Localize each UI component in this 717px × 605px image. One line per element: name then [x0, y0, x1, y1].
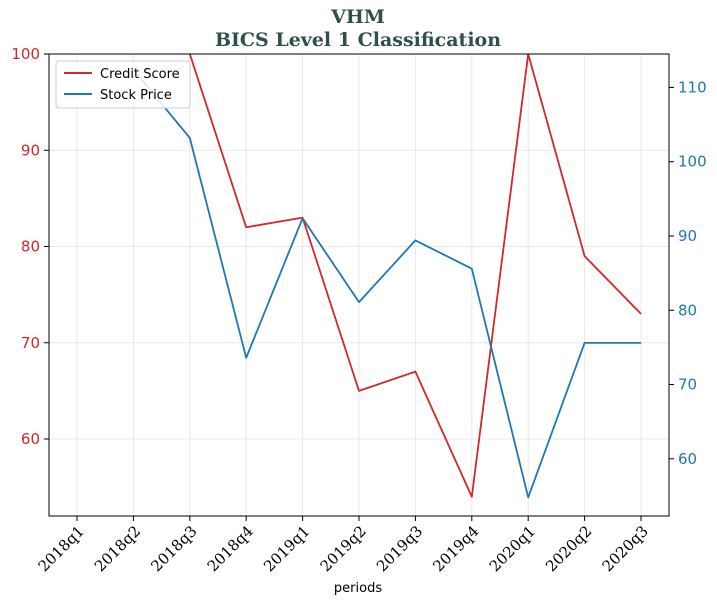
- x-tick-label: 2020q2: [542, 522, 595, 575]
- legend-label-credit-score: Credit Score: [100, 67, 180, 82]
- x-tick-label: 2019q2: [317, 522, 370, 575]
- chart-subtitle: BICS Level 1 Classification: [215, 29, 501, 51]
- x-axis-label: periods: [334, 581, 382, 596]
- right-tick-label: 110: [678, 78, 707, 96]
- x-tick-label: 2019q3: [373, 522, 426, 575]
- chart-title: VHM: [330, 6, 385, 28]
- series-line-stock-price: [132, 69, 641, 499]
- x-tick-label: 2020q1: [486, 522, 539, 575]
- grid: [49, 53, 669, 516]
- series-layer: [132, 54, 642, 499]
- right-tick-label: 80: [678, 301, 697, 319]
- left-tick-label: 80: [21, 238, 40, 256]
- left-tick-label: 60: [21, 430, 40, 448]
- legend-label-stock-price: Stock Price: [100, 88, 172, 103]
- left-tick-label: 70: [21, 334, 40, 352]
- x-tick-label: 2018q1: [35, 522, 88, 575]
- right-tick-label: 60: [678, 450, 697, 468]
- right-tick-label: 70: [678, 376, 697, 394]
- x-tick-label: 2018q3: [147, 522, 200, 575]
- right-tick-label: 100: [678, 153, 707, 171]
- right-tick-label: 90: [678, 227, 697, 245]
- x-tick-label: 2020q3: [599, 522, 652, 575]
- left-tick-label: 90: [21, 141, 40, 159]
- right-axis: 60 70 80 90 100 110: [669, 78, 707, 468]
- left-axis: 60 70 80 90 100: [11, 45, 49, 448]
- x-tick-label: 2019q1: [260, 522, 313, 575]
- x-axis: 2018q1 2018q2 2018q3 2018q4 2019q1 2019q2 2019…: [35, 516, 652, 575]
- left-tick-label: 100: [11, 45, 40, 63]
- x-tick-label: 2019q4: [429, 522, 482, 575]
- legend: Credit Score Stock Price: [55, 60, 191, 109]
- x-tick-label: 2018q4: [204, 522, 257, 575]
- x-tick-label: 2018q2: [91, 522, 144, 575]
